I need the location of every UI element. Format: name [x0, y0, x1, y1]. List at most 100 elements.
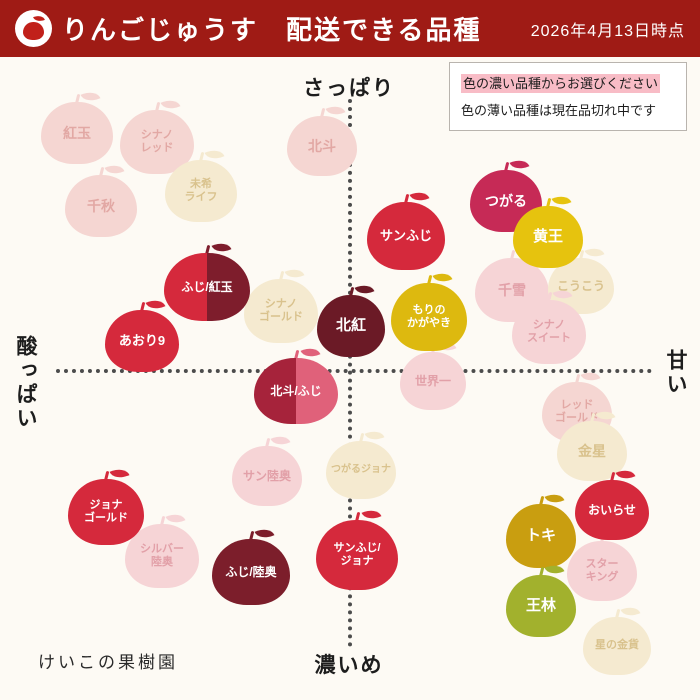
apple-body: [212, 539, 290, 605]
horizontal-axis-line: [56, 369, 652, 373]
variety-label: サン陸奥: [242, 468, 291, 483]
apple-variety[interactable]: 北斗/ふじ: [254, 344, 338, 424]
apple-body: [105, 310, 179, 372]
variety-label: 世界一: [414, 373, 451, 388]
apple-body: [254, 358, 338, 424]
apple-variety-soldout: シナノ スイート: [512, 286, 586, 364]
apple-body: [367, 202, 445, 270]
variety-label: ふじ/紅玉: [181, 279, 233, 294]
apple-body: [125, 524, 199, 588]
apple-body: [506, 575, 576, 637]
apple-variety[interactable]: ふじ/陸奥: [212, 525, 290, 605]
variety-label: スター キング: [585, 557, 619, 583]
apple-variety-soldout: スター キング: [567, 527, 637, 601]
apple-variety-soldout: シルバー 陸奥: [125, 510, 199, 588]
apple-body: [41, 102, 113, 164]
variety-label: 千雪: [498, 281, 526, 298]
variety-label: 北斗: [308, 137, 336, 154]
apple-variety-soldout: 北斗: [287, 102, 357, 176]
axis-label-right: 甘い: [664, 349, 687, 397]
apple-body: [506, 504, 576, 568]
variety-label: 金星: [578, 442, 606, 459]
header-bar: りんごじゅうす 配送できる品種 2026年4月13日時点: [0, 0, 700, 57]
apple-variety[interactable]: もりの かがやき: [391, 269, 467, 351]
variety-label: 王林: [525, 597, 556, 614]
legend-line-soldout: 色の薄い品種は現在品切れ中です: [461, 103, 657, 118]
apple-body: [583, 617, 651, 675]
variety-label: シナノ レッド: [140, 128, 174, 154]
page-title: りんごじゅうす 配送できる品種: [62, 15, 482, 45]
apple-variety[interactable]: 北紅: [317, 281, 385, 357]
variety-label: シナノ ゴールド: [259, 297, 303, 323]
apple-variety-soldout: 紅玉: [41, 88, 113, 164]
variety-label: おいらせ: [588, 502, 636, 517]
apple-body: [512, 300, 586, 364]
apple-body: [575, 480, 649, 540]
apple-body: [120, 110, 194, 174]
variety-label: ふじ/陸奥: [225, 564, 277, 579]
apple-variety-soldout: サン陸奥: [232, 432, 302, 506]
variety-label: サンふじ/ジョナ: [333, 541, 381, 567]
variety-label: つがるジョナ: [331, 464, 391, 475]
apple-body: [391, 283, 467, 351]
apple-body: [65, 175, 137, 237]
variety-label: つがる: [485, 192, 527, 209]
apple-variety[interactable]: サンふじ/ジョナ: [316, 506, 398, 590]
apple-logo-icon: [15, 10, 52, 47]
variety-label: こうこう: [556, 278, 605, 293]
legend-line-available: 色の濃い品種からお選びください: [461, 73, 675, 93]
variety-label: シナノ スイート: [527, 318, 571, 344]
apple-variety[interactable]: あおり9: [105, 296, 179, 372]
apple-variety-soldout: 千秋: [65, 161, 137, 237]
apple-variety-soldout: 金星: [557, 407, 627, 481]
apple-body: [567, 541, 637, 601]
variety-label: ジョナ ゴールド: [84, 498, 128, 524]
variety-label: 北斗/ふじ: [270, 383, 322, 398]
date-label: 2026年4月13日時点: [530, 22, 685, 40]
apple-body: [513, 206, 583, 268]
vertical-axis-line: [348, 99, 352, 647]
apple-variety[interactable]: 王林: [506, 561, 576, 637]
variety-label: 星の金貨: [595, 639, 639, 652]
variety-label: 紅玉: [63, 124, 91, 141]
apple-variety[interactable]: サンふじ: [367, 188, 445, 270]
apple-variety-soldout: 未希 ライフ: [165, 146, 237, 222]
variety-label: もりの かがやき: [407, 303, 451, 329]
apple-variety[interactable]: おいらせ: [575, 466, 649, 540]
apple-variety-soldout: つがるジョナ: [326, 427, 396, 499]
apple-variety[interactable]: ジョナ ゴールド: [68, 465, 144, 545]
variety-label: シルバー 陸奥: [140, 542, 184, 568]
apple-variety-soldout: 星の金貨: [583, 603, 651, 675]
apple-body: [557, 421, 627, 481]
variety-label: 未希 ライフ: [184, 177, 218, 203]
apple-body: [326, 441, 396, 499]
apple-body: [317, 295, 385, 357]
variety-label: トキ: [525, 527, 556, 544]
orchard-signature: けいこの果樹園: [38, 653, 178, 673]
apple-body: [400, 352, 466, 410]
apple-variety[interactable]: ふじ/紅玉: [164, 239, 250, 321]
apple-body: [164, 253, 250, 321]
apple-variety[interactable]: 黄王: [513, 192, 583, 268]
axis-label-left: 酸っぱい: [14, 335, 37, 431]
legend-highlight: 色の濃い品種からお選びください: [461, 74, 661, 93]
apple-variety[interactable]: トキ: [506, 490, 576, 568]
variety-label: サンふじ: [379, 228, 432, 244]
apple-body: [316, 520, 398, 590]
axis-label-bottom: 濃いめ: [314, 654, 384, 677]
legend-box: 色の濃い品種からお選びください 色の薄い品種は現在品切れ中です: [449, 62, 687, 131]
variety-label: 黄王: [532, 228, 563, 245]
variety-label: 北紅: [335, 317, 366, 334]
apple-body: [165, 160, 237, 222]
variety-label: 千秋: [87, 197, 115, 214]
apple-body: [244, 279, 318, 343]
apple-logo-body: [23, 22, 44, 40]
apple-body: [287, 116, 357, 176]
apple-variety-soldout: 世界一: [400, 338, 466, 410]
apple-body: [232, 446, 302, 506]
variety-label: あおり9: [118, 333, 166, 349]
apple-variety-soldout: シナノ ゴールド: [244, 265, 318, 343]
apple-body: [68, 479, 144, 545]
